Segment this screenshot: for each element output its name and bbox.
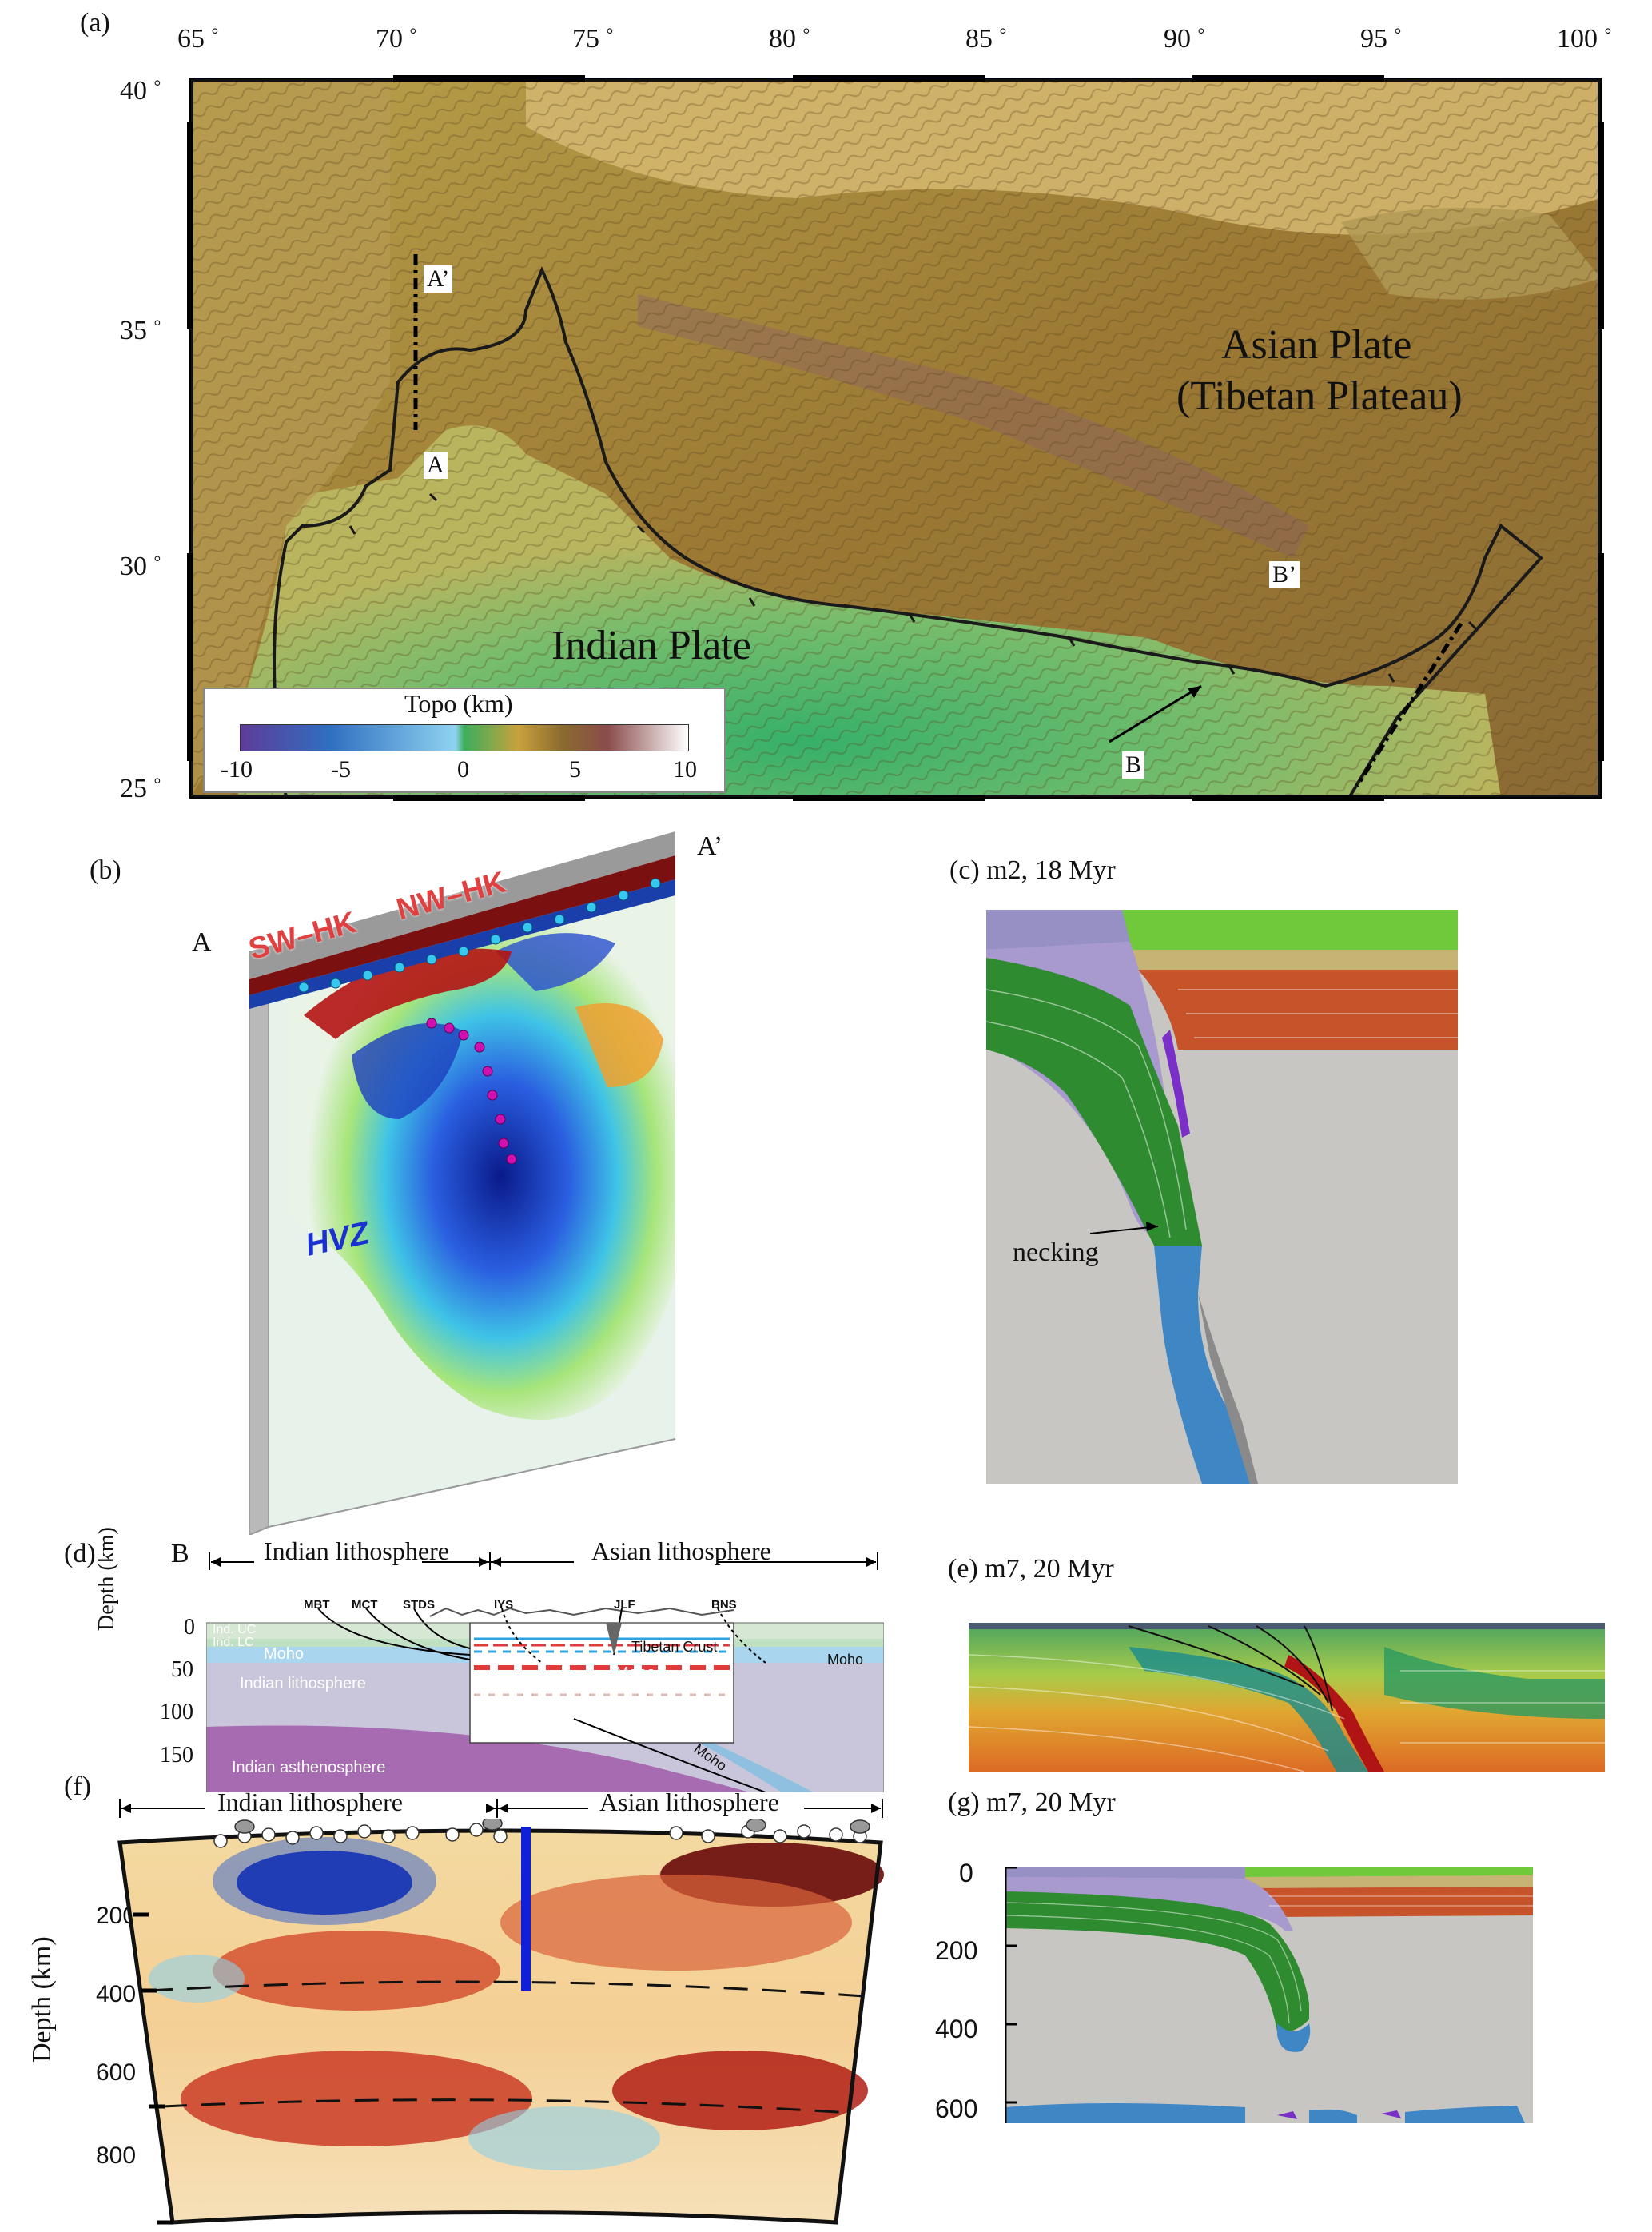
panel-e-label: (e) m7, 20 Myr — [948, 1554, 1114, 1584]
panel-d-label: (d) — [64, 1539, 96, 1568]
d-ind-lc: Ind. LC — [213, 1636, 254, 1649]
fault-jlf: JLF — [614, 1598, 635, 1612]
colorbar-tick-10: 10 — [673, 756, 697, 783]
g-ytick-200: 200 — [935, 1936, 978, 1965]
lon-tick-100: 100 ° — [1557, 24, 1612, 54]
panel-c-label: (c) m2, 18 Myr — [949, 855, 1116, 885]
necking-label: necking — [1013, 1238, 1099, 1267]
indian-plate-label: Indian Plate — [551, 623, 751, 668]
panel-b-A-prime: A’ — [697, 831, 723, 861]
colorbar-tick-neg10: -10 — [221, 756, 253, 783]
lat-tick-25: 25 ° — [120, 774, 161, 803]
f-ytick-800: 800 — [96, 2142, 137, 2169]
model-m7-20myr-composition — [1005, 1867, 1533, 2123]
g-ytick-400: 400 — [935, 2015, 978, 2043]
lon-tick-85: 85 ° — [965, 24, 1007, 54]
asian-plate-label-2: (Tibetan Plateau) — [1176, 373, 1463, 419]
lon-tick-65: 65 ° — [177, 24, 219, 54]
model-m7-20myr-viscosity — [969, 1623, 1605, 1772]
d-lithosphere-brackets — [209, 1552, 878, 1570]
panel-a-label: (a) — [80, 8, 110, 38]
colorbar-title: Topo (km) — [404, 689, 513, 718]
fault-bns: BNS — [711, 1598, 737, 1612]
d-ytick-150: 150 — [160, 1743, 193, 1768]
topography-map — [190, 78, 1601, 798]
d-asian-lithosphere: Asian lithosphere — [591, 1536, 771, 1565]
tomography-block-b — [249, 831, 676, 1535]
fault-iys: IYS — [494, 1598, 514, 1612]
panel-d-B: B — [171, 1539, 189, 1568]
d-ylabel: Depth (km) — [94, 1527, 119, 1631]
lon-tick-75: 75 ° — [572, 24, 614, 54]
d-ytick-50: 50 — [171, 1657, 193, 1682]
d-ytick-0: 0 — [184, 1615, 195, 1640]
panel-f-label: (f) — [64, 1772, 91, 1801]
profile-A-prime-label: A’ — [424, 265, 453, 293]
asian-plate-label-1: Asian Plate — [1221, 322, 1412, 368]
d-indian-lithosphere-layer: Indian lithosphere — [240, 1675, 366, 1692]
f-ytick-600: 600 — [96, 2059, 137, 2086]
g-ytick-0: 0 — [959, 1859, 973, 1887]
colorbar-tick-5: 5 — [569, 756, 581, 783]
d-ind-uc: Ind. UC — [213, 1623, 257, 1636]
d-moho-inner: Moho — [615, 1664, 656, 1682]
model-m2-18myr — [986, 910, 1458, 1484]
f-ylabel: Depth (km) — [27, 1936, 57, 2063]
panel-b-label: (b) — [90, 855, 121, 885]
lat-tick-40: 40 ° — [120, 76, 161, 106]
g-ytick-600: 600 — [935, 2094, 978, 2123]
f-ytick-400: 400 — [96, 1981, 137, 2007]
f-lithosphere-brackets — [119, 1799, 883, 1818]
lat-tick-35: 35 ° — [120, 316, 161, 345]
d-moho-right: Moho — [827, 1652, 864, 1668]
profile-B-prime-label: B’ — [1269, 561, 1300, 588]
fault-stds: STDS — [403, 1598, 436, 1612]
fault-mct: MCT — [352, 1598, 378, 1612]
colorbar-tick-neg5: -5 — [331, 756, 351, 783]
d-crustal-section — [206, 1607, 884, 1792]
colorbar-gradient — [240, 724, 689, 751]
lon-tick-80: 80 ° — [769, 24, 810, 54]
d-indian-lithosphere: Indian lithosphere — [264, 1536, 449, 1565]
lon-tick-90: 90 ° — [1164, 24, 1205, 54]
lon-tick-95: 95 ° — [1360, 24, 1402, 54]
map-frame-scale — [187, 75, 1604, 801]
lat-tick-30: 30 ° — [120, 552, 161, 581]
d-indian-asthenosphere: Indian asthenosphere — [232, 1759, 386, 1776]
f-tomography-section — [117, 1819, 884, 2225]
profile-B-label: B — [1122, 751, 1145, 779]
d-tibetan-crust: Tibetan Crust — [631, 1639, 718, 1655]
panel-g-label: (g) m7, 20 Myr — [948, 1788, 1116, 1817]
f-asian-lithosphere: Asian lithosphere — [599, 1788, 779, 1816]
d-moho-left: Moho — [264, 1645, 305, 1663]
fault-mbt: MBT — [304, 1598, 330, 1612]
lon-tick-70: 70 ° — [376, 24, 417, 54]
panel-b-A: A — [192, 927, 212, 957]
profile-A-label: A — [424, 452, 448, 479]
topo-colorbar: Topo (km) -10 -5 0 5 10 — [203, 688, 726, 793]
f-indian-lithosphere: Indian lithosphere — [217, 1788, 403, 1816]
d-ytick-100: 100 — [160, 1700, 193, 1724]
colorbar-tick-0: 0 — [457, 756, 469, 783]
